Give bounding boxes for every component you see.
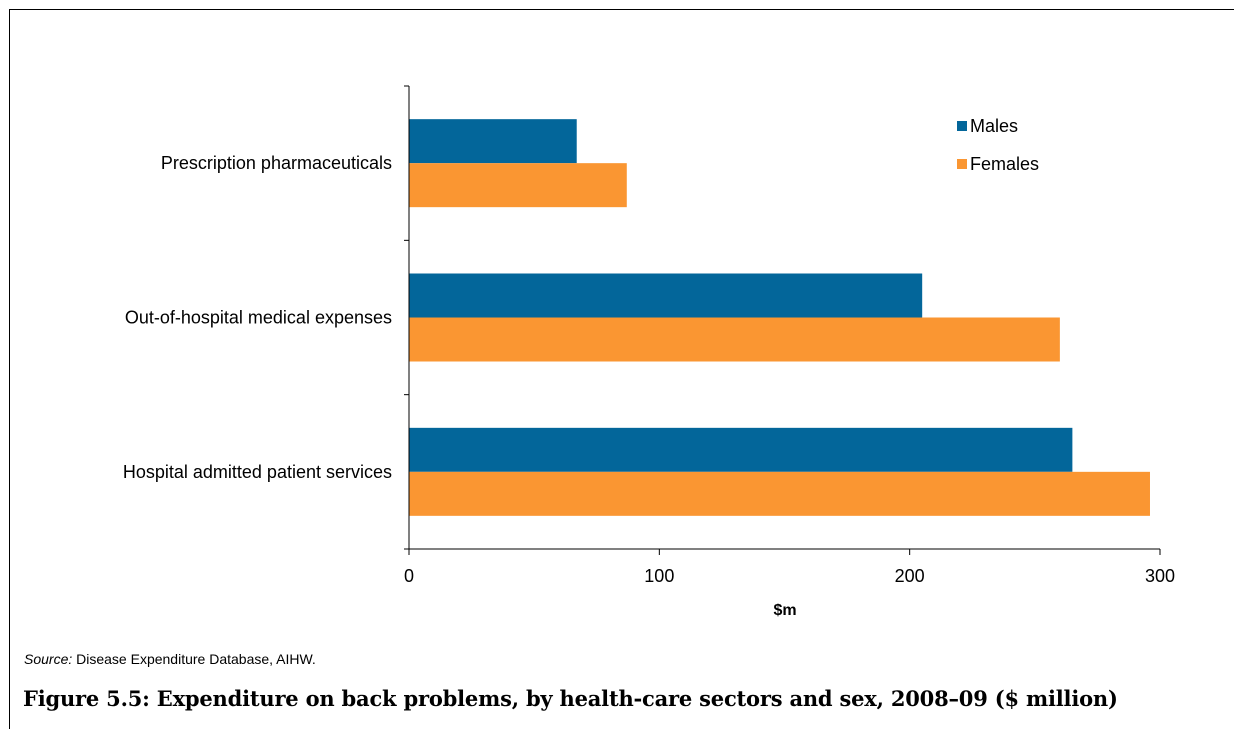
category-label: Hospital admitted patient services — [123, 462, 392, 482]
category-label: Prescription pharmaceuticals — [161, 153, 392, 173]
bar-males-0 — [409, 119, 577, 164]
legend-label-males: Males — [970, 116, 1018, 136]
bar-females-1 — [409, 317, 1060, 362]
bar-males-2 — [409, 427, 1073, 472]
bar-females-0 — [409, 163, 627, 208]
x-tick-label: 0 — [404, 566, 414, 586]
category-labels: Prescription pharmaceuticals Out-of-hospi… — [123, 153, 392, 482]
x-tick-label: 200 — [895, 566, 925, 586]
legend-label-females: Females — [970, 154, 1039, 174]
category-label: Out-of-hospital medical expenses — [125, 308, 392, 328]
legend: Males Females — [957, 116, 1039, 174]
figure-frame — [9, 9, 1234, 729]
x-axis-label: $m — [773, 602, 796, 619]
axes-group — [408, 86, 1160, 550]
bar-females-2 — [409, 471, 1150, 516]
legend-swatch-females — [957, 159, 967, 169]
ticks-group: 0 100 200 300 — [404, 85, 1175, 586]
x-tick-label: 100 — [644, 566, 674, 586]
source-label: Source: — [24, 651, 73, 667]
figure-caption: Figure 5.5: Expenditure on back problems… — [23, 686, 1118, 711]
x-tick-label: 300 — [1145, 566, 1175, 586]
source-text: Disease Expenditure Database, AIHW. — [76, 651, 316, 667]
bar-chart: 0 100 200 300 Prescription pharmaceuticals O… — [123, 85, 1175, 619]
source-note: Source: Disease Expenditure Database, AI… — [24, 651, 316, 667]
bars-group — [409, 119, 1150, 516]
bar-males-1 — [409, 273, 923, 318]
legend-swatch-males — [957, 121, 967, 131]
